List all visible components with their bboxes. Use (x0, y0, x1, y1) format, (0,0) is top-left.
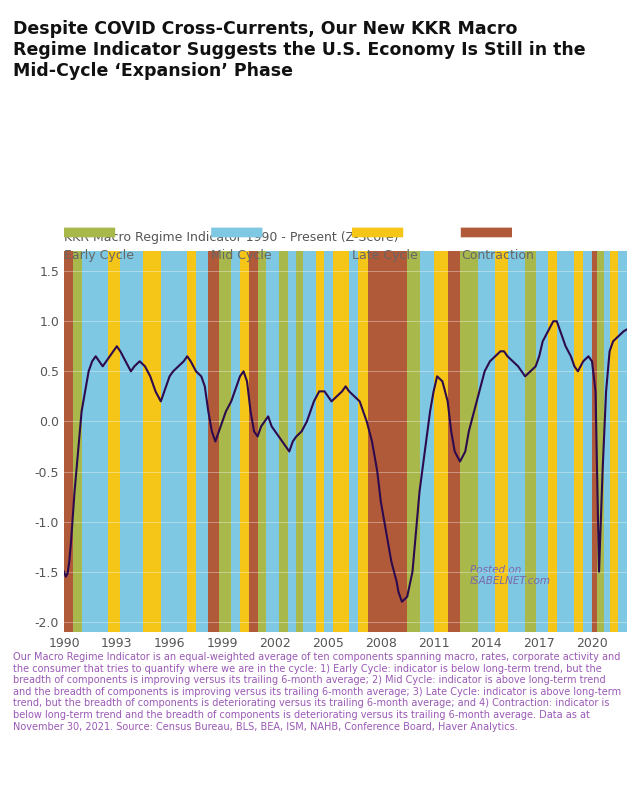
Text: KKR Macro Regime Indicator 1990 - Present (Z-Score): KKR Macro Regime Indicator 1990 - Presen… (64, 231, 399, 244)
Bar (508, 251, 525, 632)
Bar (592, 251, 597, 632)
Bar (597, 251, 604, 632)
Bar (618, 251, 627, 632)
Bar (120, 251, 143, 632)
Bar (279, 251, 287, 632)
Bar (604, 251, 610, 632)
Bar (266, 251, 279, 632)
Text: Mid Cycle: Mid Cycle (211, 249, 272, 262)
Bar (209, 251, 219, 632)
Bar (240, 251, 249, 632)
Bar (358, 251, 369, 632)
Bar (324, 251, 333, 632)
Bar (196, 251, 209, 632)
Bar (495, 251, 508, 632)
Bar (258, 251, 266, 632)
Bar (583, 251, 592, 632)
Bar (73, 251, 82, 632)
Bar (219, 251, 231, 632)
Bar (477, 251, 495, 632)
Bar (316, 251, 324, 632)
Bar (349, 251, 358, 632)
Bar (64, 251, 73, 632)
Bar (525, 251, 536, 632)
Text: Posted on
ISABELNET.com: Posted on ISABELNET.com (470, 565, 550, 586)
Bar (161, 251, 188, 632)
Bar (448, 251, 460, 632)
Bar (231, 251, 240, 632)
Bar (557, 251, 575, 632)
Bar (407, 251, 420, 632)
Bar (303, 251, 316, 632)
Bar (610, 251, 618, 632)
Bar (460, 251, 477, 632)
Bar (420, 251, 434, 632)
Bar (369, 251, 381, 632)
Bar (333, 251, 349, 632)
Bar (381, 251, 407, 632)
Bar (188, 251, 196, 632)
Bar (575, 251, 583, 632)
Bar (249, 251, 258, 632)
Bar (548, 251, 557, 632)
Bar (287, 251, 296, 632)
Bar (296, 251, 303, 632)
Text: Our Macro Regime Indicator is an equal-weighted average of ten components spanni: Our Macro Regime Indicator is an equal-w… (13, 652, 621, 731)
Text: Contraction: Contraction (461, 249, 534, 262)
Text: Early Cycle: Early Cycle (64, 249, 134, 262)
Bar (536, 251, 548, 632)
Bar (143, 251, 161, 632)
Bar (434, 251, 448, 632)
Text: Despite COVID Cross-Currents, Our New KKR Macro
Regime Indicator Suggests the U.: Despite COVID Cross-Currents, Our New KK… (13, 20, 586, 80)
Bar (108, 251, 120, 632)
Bar (82, 251, 108, 632)
Text: Late Cycle: Late Cycle (352, 249, 418, 262)
